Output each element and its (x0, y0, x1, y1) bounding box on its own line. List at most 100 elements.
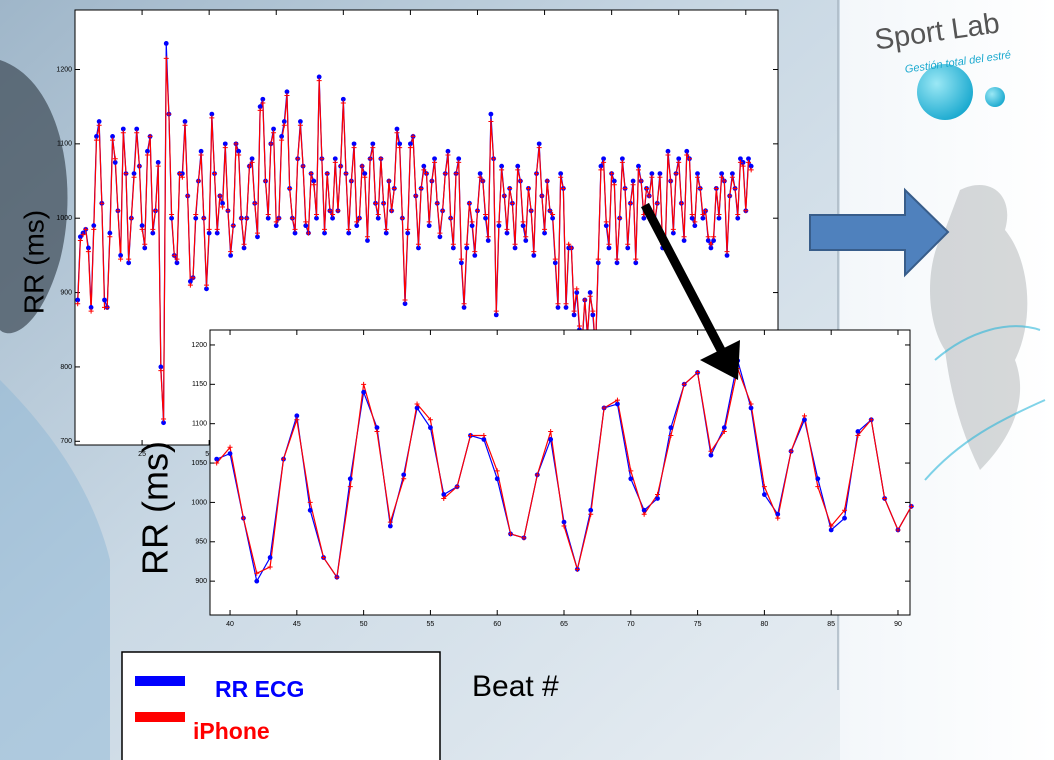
logo-circle (917, 64, 973, 120)
marker (721, 178, 727, 184)
marker (110, 134, 115, 139)
legend-label: iPhone (193, 718, 270, 744)
marker (252, 200, 258, 206)
marker (305, 230, 311, 236)
marker (94, 134, 99, 139)
marker (427, 417, 433, 423)
marker (182, 119, 188, 124)
marker (281, 122, 287, 128)
marker (227, 451, 233, 457)
marker (472, 249, 478, 255)
marker (294, 413, 300, 419)
marker (361, 381, 367, 387)
marker (161, 420, 166, 426)
marker (338, 163, 344, 169)
marker (692, 219, 698, 225)
marker (373, 200, 379, 206)
marker (389, 208, 395, 214)
marker (635, 167, 641, 173)
marker (788, 448, 794, 454)
marker (560, 185, 566, 191)
marker (761, 492, 767, 497)
x-tick-label: 55 (427, 621, 435, 628)
marker (458, 260, 464, 266)
marker (882, 495, 888, 501)
marker (374, 425, 380, 431)
marker (735, 215, 741, 221)
marker (477, 174, 483, 180)
marker (397, 141, 403, 147)
marker (126, 256, 132, 262)
marker (361, 389, 367, 395)
y-axis-label: RR (ms) (135, 441, 176, 575)
swirl (934, 325, 1041, 361)
x-tick-label: 40 (226, 621, 234, 628)
marker (633, 260, 639, 266)
y-tick-label: 1100 (192, 421, 207, 428)
marker (705, 238, 711, 243)
marker (842, 507, 848, 513)
marker (504, 226, 510, 232)
marker (590, 308, 596, 314)
marker (80, 232, 86, 238)
legend (135, 676, 185, 722)
marker (128, 215, 134, 221)
marker (279, 137, 285, 143)
marker (386, 178, 392, 184)
logo-circle (985, 87, 1005, 107)
marker (324, 171, 330, 177)
x-tick-label: 80 (760, 621, 768, 628)
marker (630, 178, 636, 184)
legend-box (121, 651, 441, 760)
marker (254, 570, 260, 576)
marker (107, 230, 113, 236)
marker (571, 312, 577, 318)
marker (110, 137, 116, 143)
legend-swatch (135, 676, 185, 686)
marker (228, 249, 234, 255)
marker (281, 119, 287, 124)
marker (619, 156, 625, 162)
marker (254, 230, 260, 236)
marker (748, 401, 754, 407)
marker (190, 275, 196, 281)
marker (453, 171, 459, 177)
marker (367, 156, 373, 162)
marker (394, 130, 400, 136)
marker (467, 432, 473, 438)
x-tick-label: 85 (827, 621, 835, 628)
marker (126, 260, 132, 266)
marker (615, 401, 620, 407)
marker (655, 492, 661, 498)
y-axis-label: RR (ms) (18, 210, 49, 314)
marker (370, 141, 376, 147)
marker (548, 437, 554, 442)
marker (775, 511, 781, 517)
marker (499, 163, 505, 169)
marker (401, 472, 407, 478)
marker (96, 119, 102, 124)
marker (649, 171, 655, 176)
marker (729, 171, 735, 176)
marker (437, 230, 443, 236)
marker (466, 200, 472, 206)
marker (198, 148, 204, 154)
marker (131, 174, 137, 180)
y-tick-label: 1050 (191, 460, 207, 467)
marker (737, 159, 743, 165)
marker (461, 305, 467, 310)
marker (716, 215, 722, 221)
marker (700, 211, 706, 217)
marker (426, 219, 432, 225)
marker (668, 178, 674, 184)
marker (91, 223, 97, 229)
marker (112, 156, 118, 162)
marker (617, 215, 623, 221)
marker (415, 241, 421, 247)
marker (401, 476, 407, 482)
marker (552, 260, 558, 266)
marker (187, 282, 193, 288)
marker (238, 215, 244, 221)
marker (657, 171, 663, 176)
marker (322, 226, 328, 232)
